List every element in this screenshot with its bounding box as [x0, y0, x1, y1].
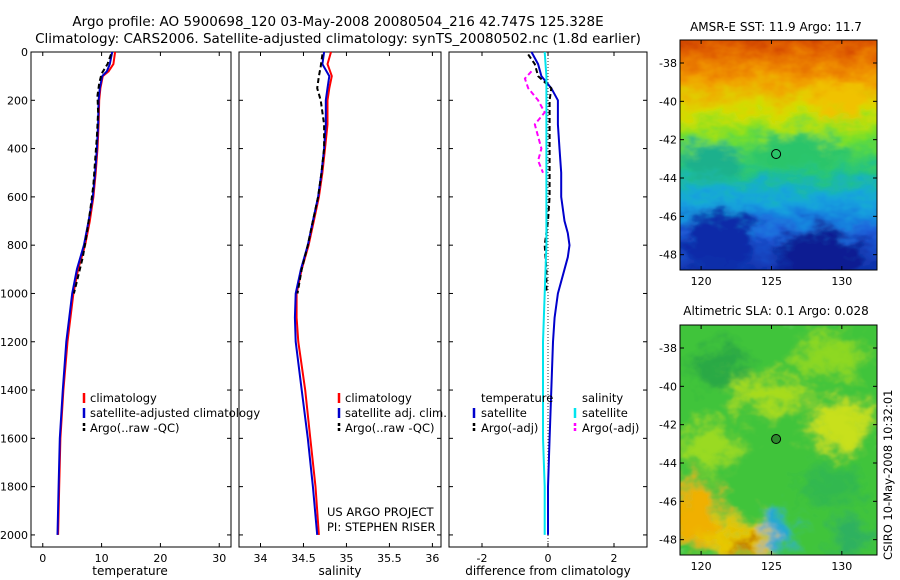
legend-label-climatology: climatology	[90, 391, 157, 405]
x-tick-label: 0	[545, 552, 552, 565]
x-tick-label: 0	[39, 552, 46, 565]
map-y-tick-label: -40	[659, 380, 677, 393]
x-tick-label: -2	[477, 552, 488, 565]
project-annotation-line1: US ARGO PROJECT	[327, 505, 435, 519]
x-tick-label: 2	[611, 552, 618, 565]
map-y-tick-label: -46	[659, 210, 677, 223]
series-line-salinity-argo-adj	[523, 70, 546, 174]
x-tick-label: 35.5	[377, 552, 402, 565]
y-tick-label: 0	[21, 46, 28, 59]
sla-map-panel: Altimetric SLA: 0.1 Argo: 0.028	[659, 304, 878, 573]
y-tick-label: 1800	[0, 481, 28, 494]
x-tick-label: 35	[339, 552, 353, 565]
difference-legend: temperature satellite Argo(-adj) salinit…	[472, 391, 639, 435]
legend-label-argo: Argo(..raw -QC)	[90, 421, 180, 435]
map-x-tick-label: 125	[761, 560, 782, 573]
map-y-tick-label: -46	[659, 495, 677, 508]
x-tick-label: 10	[95, 552, 109, 565]
series-line-temperature-argo-adj	[527, 53, 553, 294]
series-line-satellite-adjusted-climatology	[56, 51, 114, 535]
map-x-tick-label: 120	[691, 560, 712, 573]
salinity-legend: climatology satellite adj. clim. Argo(..…	[337, 391, 447, 435]
map-x-tick-label: 130	[831, 560, 852, 573]
csiro-credit: CSIRO 10-May-2008 10:32:01	[881, 390, 895, 561]
y-tick-label: 1200	[0, 336, 28, 349]
series-line-temperature-satellite	[530, 51, 571, 535]
figure-title-line2: Climatology: CARS2006. Satellite-adjuste…	[35, 31, 641, 47]
legend-label-temp-satellite: satellite	[481, 406, 527, 420]
figure-title-line1: Argo profile: AO 5900698_120 03-May-2008…	[72, 14, 603, 30]
series-line-salinity-satellite	[542, 51, 548, 535]
x-tick-label: 30	[212, 552, 226, 565]
sst-map-title: AMSR-E SST: 11.9 Argo: 11.7	[690, 20, 862, 34]
y-tick-label: 200	[7, 94, 28, 107]
argo-float-marker	[771, 149, 782, 159]
map-y-tick-label: -48	[659, 249, 677, 262]
x-tick-label: 34.5	[291, 552, 316, 565]
x-tick-label: 20	[153, 552, 167, 565]
map-x-tick-label: 130	[831, 275, 852, 288]
legend-heading-temperature: temperature	[481, 391, 553, 405]
map-y-tick-label: -40	[659, 95, 677, 108]
y-tick-label: 2000	[0, 529, 28, 542]
series-line-argo-raw-qc	[72, 54, 112, 294]
map-y-tick-label: -44	[659, 172, 677, 185]
series-line-argo-raw-qc	[296, 54, 326, 294]
legend-label-sal-argo: Argo(-adj)	[582, 421, 639, 435]
sla-map-title: Altimetric SLA: 0.1 Argo: 0.028	[683, 304, 868, 318]
sst-map-panel: AMSR-E SST: 11.9 Argo: 11.7	[659, 20, 878, 288]
map-y-tick-label: -38	[659, 342, 677, 355]
project-annotation-line2: PI: STEPHEN RISER	[327, 520, 436, 534]
argo-float-marker	[771, 434, 782, 444]
series-line-climatology	[57, 51, 117, 535]
x-tick-label: 36	[425, 552, 439, 565]
y-tick-label: 1600	[0, 432, 28, 445]
map-x-tick-label: 125	[761, 275, 782, 288]
map-y-tick-label: -44	[659, 457, 677, 470]
legend-label-temp-argo: Argo(-adj)	[481, 421, 538, 435]
y-tick-label: 1400	[0, 384, 28, 397]
difference-xlabel: difference from climatology	[465, 564, 631, 578]
legend-label-climatology: climatology	[345, 391, 412, 405]
temperature-xlabel: temperature	[92, 564, 167, 578]
legend-label-argo: Argo(..raw -QC)	[345, 421, 435, 435]
map-y-tick-label: -38	[659, 57, 677, 70]
legend-label-satellite: satellite adj. clim.	[345, 406, 447, 420]
sst-field	[680, 40, 877, 270]
legend-label-satellite-adjusted: satellite-adjusted climatology	[90, 406, 260, 420]
salinity-profile-panel: 34 34.5 35 35.5 36 salinity climatology sate…	[238, 51, 447, 578]
map-x-tick-label: 120	[691, 275, 712, 288]
legend-heading-salinity: salinity	[582, 391, 623, 405]
y-tick-label: 800	[7, 239, 28, 252]
map-y-tick-label: -42	[659, 134, 677, 147]
y-tick-label: 1000	[0, 287, 28, 300]
map-y-tick-label: -48	[659, 534, 677, 547]
map-y-tick-label: -42	[659, 419, 677, 432]
salinity-xlabel: salinity	[318, 564, 361, 578]
temperature-profile-panel: 0 10 20 30 0 200 400 600 800 1000 1200 1400 1600 1800…	[0, 46, 260, 578]
temperature-legend: climatology satellite-adjusted climatolo…	[82, 391, 260, 435]
legend-label-sal-satellite: satellite	[582, 406, 628, 420]
y-tick-label: 400	[7, 143, 28, 156]
y-tick-label: 600	[7, 191, 28, 204]
difference-profile-panel: -2 0 2 difference from climatology tempera…	[448, 51, 648, 578]
x-tick-label: 34	[253, 552, 267, 565]
